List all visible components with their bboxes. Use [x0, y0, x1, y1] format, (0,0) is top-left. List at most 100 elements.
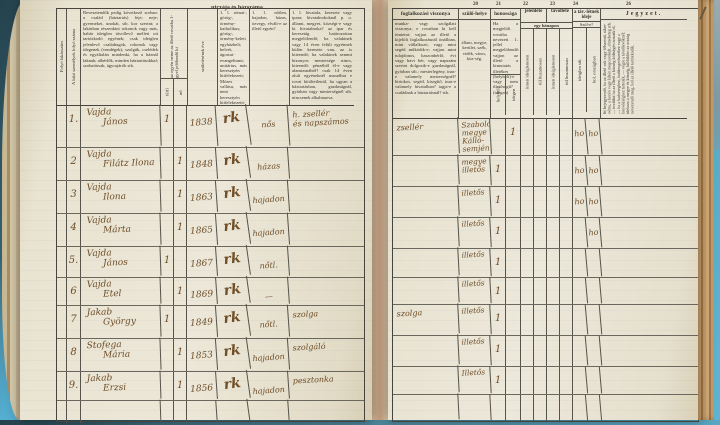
marital-entry: hajadon: [247, 179, 291, 215]
census-detail-row: szolga illetős 1: [392, 303, 698, 337]
present-temporary: innen ideiglenesen: [524, 54, 530, 90]
col-sex: az egyén neme az illető rovatba 1-gyel j…: [168, 14, 179, 78]
col-religion: 1. 1. római-, görög-, örmény-katholikus;…: [220, 10, 247, 105]
duration-entry-2: [585, 394, 603, 422]
census-detail-row: illetős 1 ho: [392, 216, 698, 250]
present-perm-cell: [534, 367, 547, 394]
birthplace-entry: illetős: [458, 217, 492, 249]
male-mark: [161, 372, 174, 400]
duration-where: hol, országban: [591, 56, 597, 84]
column-number-strip: 20 21 22 23 24 26: [393, 2, 698, 7]
present-perm-cell: [534, 156, 547, 186]
local-mark: 1: [491, 336, 506, 366]
religion-entry: rk: [214, 303, 252, 341]
census-detail-row: [392, 393, 698, 423]
female-mark: 1: [174, 339, 187, 371]
census-person-row: 7 Jakab György 1 1849 rk nőtl. szolga: [57, 303, 364, 341]
male-mark: [161, 181, 174, 213]
present-temp-cell: [521, 187, 534, 217]
absent-temp-cell: [547, 278, 560, 304]
birth-year: 1856: [186, 370, 218, 402]
male-mark: [161, 214, 174, 246]
notes-entry: [601, 156, 687, 186]
absent-perm-cell: [560, 395, 573, 421]
birthplace-entry: Szabolcs megye Kálló- semjén: [458, 118, 492, 156]
notes-entry: [601, 336, 687, 366]
right-table-header: foglalkozási viszonya munka- vagy szolgá…: [393, 9, 698, 119]
person-number: 8: [67, 339, 81, 371]
present-perm-cell: [534, 249, 547, 277]
col-employment-text: munka- vagy szolgálati viszonya; e rovat…: [395, 21, 456, 95]
marital-entry: [248, 399, 290, 425]
present-perm-cell: [534, 305, 547, 335]
birthplace-entry: [458, 394, 492, 422]
religion-entry: rk: [215, 369, 251, 403]
present-temp-cell: [521, 367, 534, 394]
present-temp-cell: [521, 336, 534, 366]
person-number: [67, 401, 81, 423]
male-mark: 1: [161, 306, 174, 338]
absent-temp-cell: [547, 305, 560, 335]
left-table-rows: 1. Vajda János 1 1838 rk nős h. zsellér é…: [57, 103, 364, 425]
notes-entry: [601, 119, 687, 155]
col-number: 24: [573, 2, 578, 7]
census-detail-row: illetős 1: [392, 247, 698, 279]
religion-entry: rk: [214, 103, 252, 150]
birthplace-entry: illetős: [458, 304, 492, 336]
absent-temp-cell: [547, 119, 560, 155]
occupation-entry: [288, 245, 353, 278]
census-person-row: 4 Vajda Márta 1 1865 rk hajadon: [57, 211, 364, 249]
census-detail-row: Illetős 1: [392, 365, 698, 396]
marital-entry: nőtl.: [248, 245, 290, 279]
notes-entry: [601, 367, 687, 394]
local-mark: 1: [491, 367, 506, 394]
male-mark: 1: [161, 106, 174, 147]
female-mark: [174, 401, 187, 423]
birthplace-entry: illetős: [458, 335, 492, 367]
female-mark: 1: [174, 148, 187, 180]
census-person-row: [57, 398, 364, 425]
religion-entry: rk: [215, 275, 251, 308]
present-permanent: túl huzamosan: [537, 58, 543, 86]
col-number: 20: [473, 2, 478, 7]
col-number: 26: [626, 2, 631, 7]
census-person-row: 5. Vajda János 1 1867 rk nőtl.: [57, 244, 364, 280]
employment-entry: [392, 334, 460, 368]
absent-perm-cell: [560, 278, 573, 304]
male-mark: [161, 278, 174, 305]
page-stack-edge: [698, 0, 714, 420]
col-names-instructions: Bevezetendők pedig következő sorban: a c…: [83, 10, 158, 68]
person-name: Vajda Márta: [80, 212, 162, 248]
religion-entry: rk: [214, 145, 252, 183]
foreign-mark: [506, 367, 521, 394]
notes-entry: [601, 218, 687, 248]
person-name: Vajda Filátz Ilona: [80, 146, 162, 182]
census-detail-row: illetős 1: [392, 276, 698, 306]
employment-entry: [392, 276, 460, 306]
foreign-mark: [506, 249, 521, 277]
census-person-row: 8 Stofega Mária 1 1853 rk hajadon szolgál…: [57, 336, 364, 374]
female-mark: 1: [174, 372, 187, 400]
person-name: Jakab György: [80, 304, 162, 340]
person-number: 6: [67, 278, 81, 305]
duration-entry-2: [585, 366, 603, 395]
female-mark: 1: [174, 278, 187, 305]
present-temp-cell: [521, 395, 534, 421]
present-temp-cell: [521, 249, 534, 277]
duration-entry-2: ho: [585, 155, 603, 187]
absent-temp-cell: [547, 336, 560, 366]
female-mark: [174, 247, 187, 277]
religion-entry: rk: [214, 178, 252, 216]
absent-permanent: túl huzamosan: [563, 58, 569, 86]
employment-entry: [392, 393, 460, 423]
male-mark: [161, 148, 174, 180]
present-perm-cell: [534, 395, 547, 421]
birth-year: 1863: [185, 179, 219, 215]
foreign-mark: [506, 395, 521, 421]
female-mark: [174, 306, 187, 338]
birthplace-entry: illetős: [458, 186, 492, 218]
census-person-row: 2 Vajda Filátz Ilona 1 1848 rk házas: [57, 145, 364, 183]
absent-temp-cell: [547, 249, 560, 277]
local-mark: [491, 395, 506, 421]
right-table: 20 21 22 23 24 26 foglalkozási viszonya …: [392, 2, 699, 423]
